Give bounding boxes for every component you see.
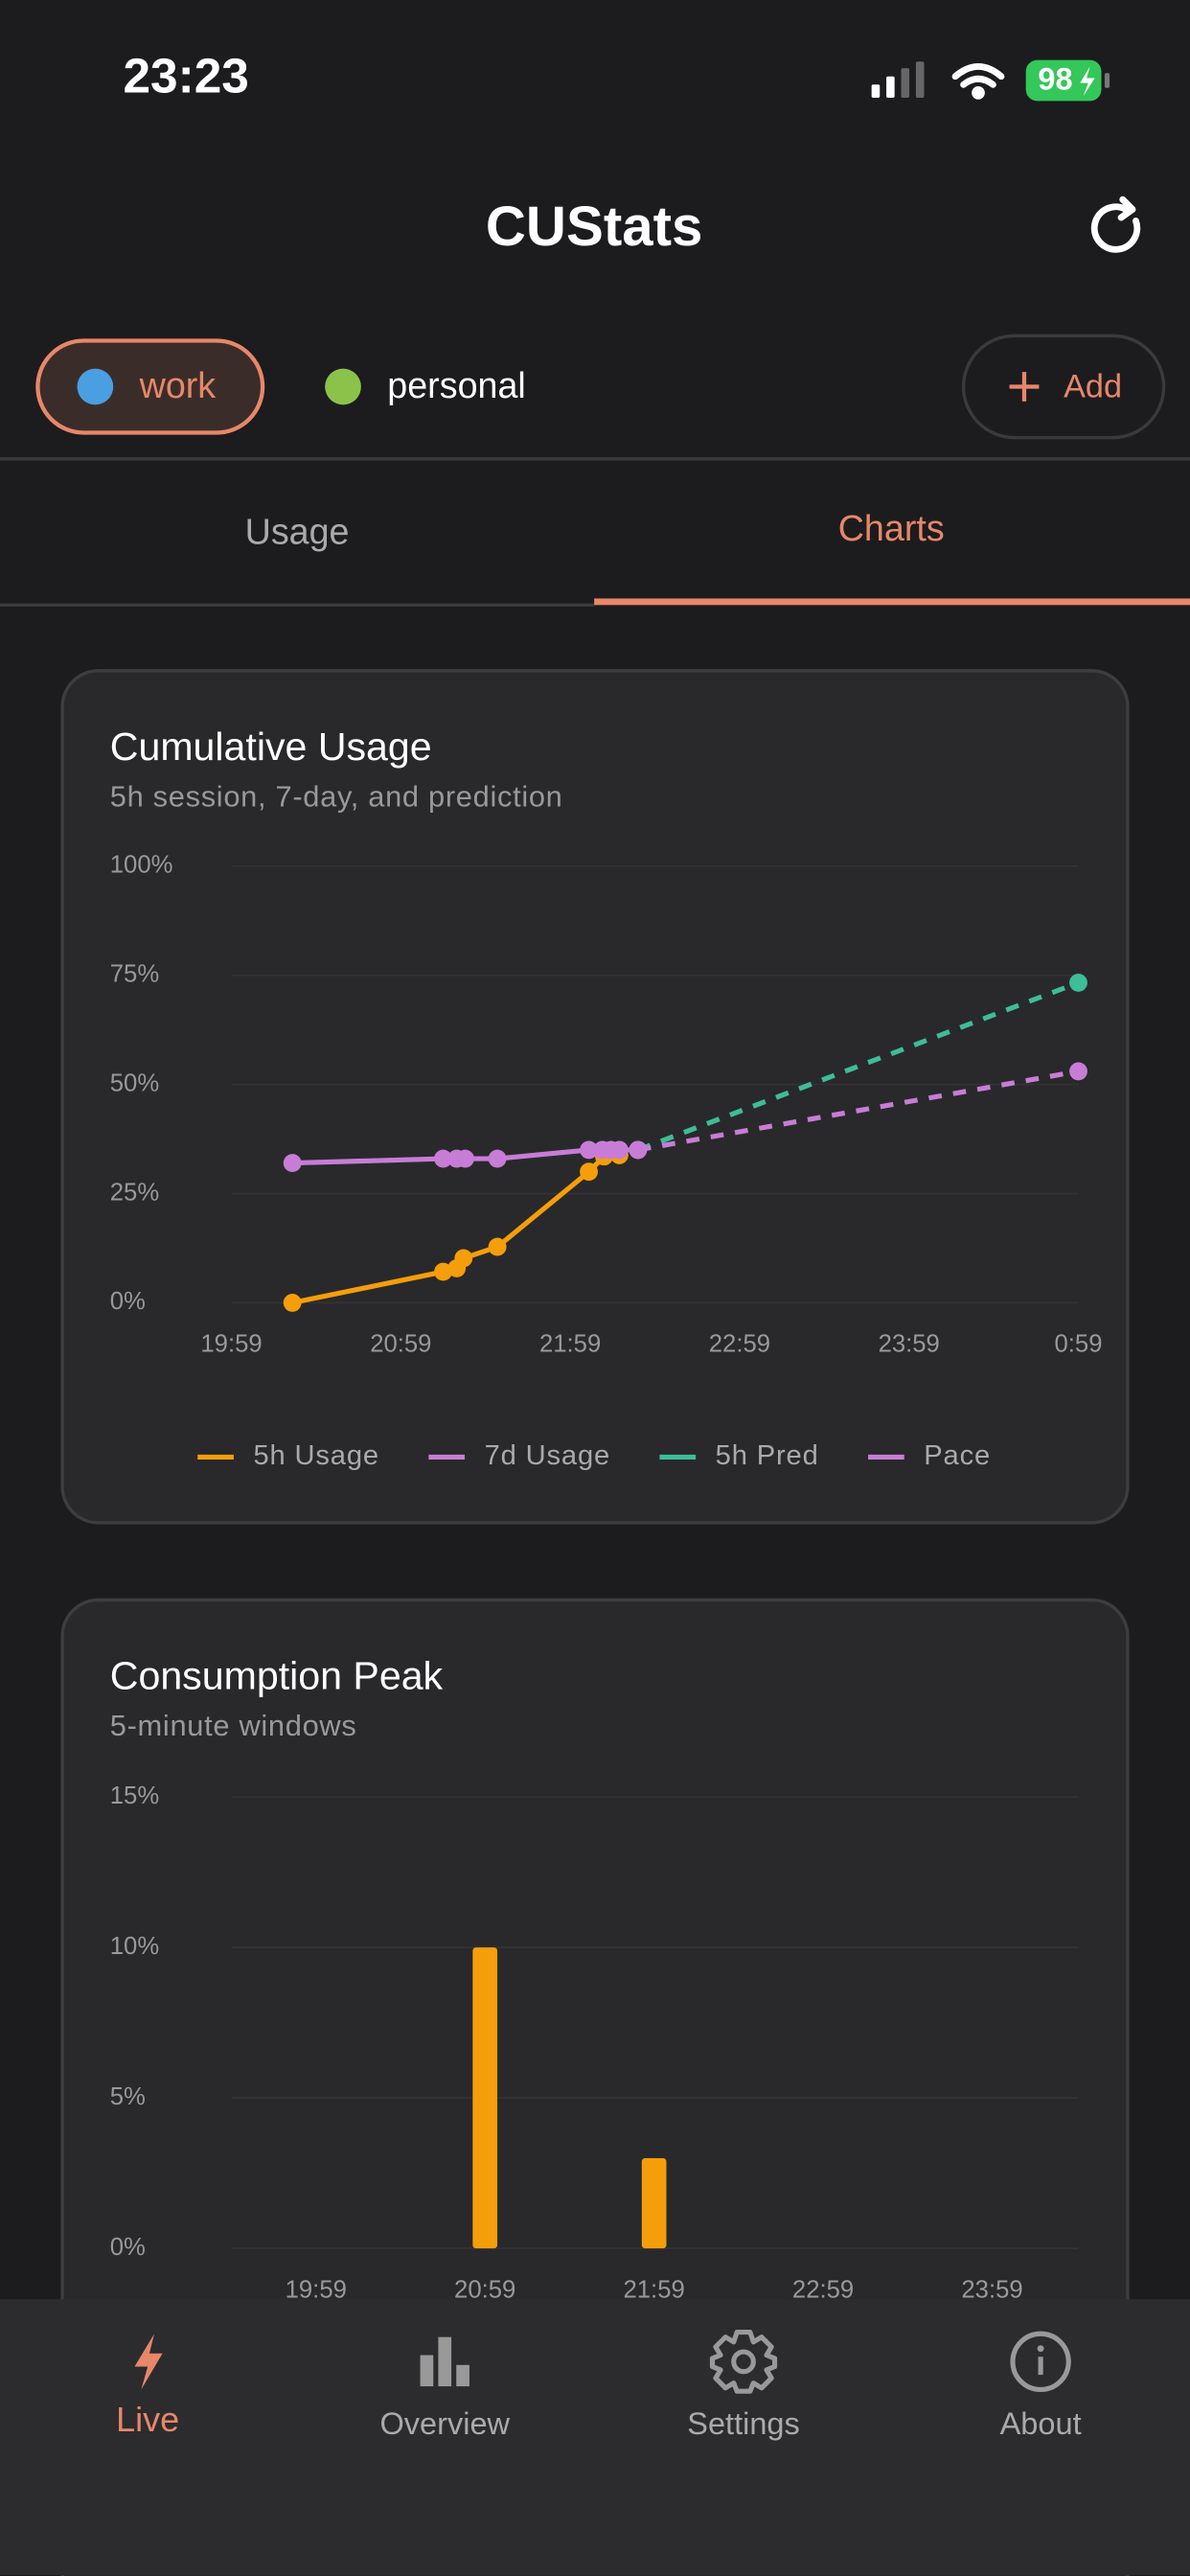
- chart-card: [60, 669, 1130, 1525]
- nav-item-active[interactable]: Live: [116, 2400, 179, 2439]
- y-tick-label: 0%: [110, 1288, 146, 1315]
- data-point: [434, 1262, 452, 1281]
- bar: [472, 1947, 498, 2249]
- y-tick-label: 10%: [110, 1933, 159, 1960]
- add-button[interactable]: [961, 334, 1166, 440]
- add-icon: [1009, 372, 1040, 402]
- charging-bolt: [1080, 66, 1095, 97]
- settings-icon: [709, 2329, 778, 2394]
- y-tick-label: 0%: [110, 2234, 146, 2261]
- account-color: [325, 368, 361, 405]
- chart-title: Cumulative Usage: [110, 724, 432, 769]
- account-chip-selected[interactable]: [35, 338, 265, 435]
- data-point: [609, 1140, 629, 1160]
- tab-active[interactable]: Charts: [838, 508, 945, 548]
- nav-item[interactable]: Overview: [379, 2406, 510, 2441]
- data-point: [454, 1249, 473, 1268]
- data-point: [283, 1154, 302, 1173]
- data-point: [1069, 973, 1087, 992]
- x-tick-label: 0:59: [1055, 1331, 1103, 1358]
- x-tick-label: 21:59: [623, 2276, 684, 2303]
- y-tick-label: 15%: [110, 1782, 159, 1809]
- add-label[interactable]: Add: [1064, 368, 1122, 404]
- y-tick-label: 25%: [110, 1179, 159, 1206]
- x-tick-label: 19:59: [200, 1331, 262, 1358]
- account-label[interactable]: personal: [387, 365, 526, 405]
- bar: [641, 2157, 667, 2249]
- data-point: [1069, 1062, 1087, 1081]
- nav-item[interactable]: About: [1000, 2406, 1082, 2441]
- chart-subtitle: 5h session, 7-day, and prediction: [110, 780, 563, 814]
- battery-cap: [1104, 73, 1110, 88]
- y-tick-label: 75%: [110, 960, 159, 987]
- battery-icon: [1025, 59, 1102, 102]
- x-tick-label: 21:59: [539, 1331, 601, 1358]
- data-point: [488, 1237, 507, 1256]
- app-title: CUStats: [486, 196, 703, 258]
- overview-icon: [420, 2336, 469, 2387]
- signal-icon: [871, 61, 925, 98]
- nav-item[interactable]: Settings: [687, 2406, 800, 2441]
- chart-subtitle: 5-minute windows: [110, 1709, 357, 1742]
- battery-level: 98: [1038, 61, 1072, 96]
- y-tick-label: 50%: [110, 1070, 159, 1096]
- y-tick-label: 100%: [110, 852, 173, 879]
- about-icon: [1010, 2331, 1071, 2393]
- legend-label: Pace: [924, 1440, 991, 1471]
- x-tick-label: 22:59: [792, 2276, 854, 2303]
- legend-label: 5h Usage: [253, 1440, 378, 1471]
- legend-label: 7d Usage: [485, 1440, 610, 1471]
- series-line: [636, 979, 1080, 1153]
- wifi-icon: [951, 63, 1005, 100]
- data-point: [629, 1140, 648, 1160]
- data-point: [456, 1149, 474, 1168]
- data-point: [580, 1140, 599, 1160]
- refresh-button[interactable]: [1090, 196, 1141, 253]
- x-tick-label: 19:59: [286, 2276, 347, 2303]
- bottom-nav: [0, 2299, 1190, 2576]
- chart-title: Consumption Peak: [110, 1654, 444, 1698]
- tab-indicator: [594, 598, 1190, 606]
- x-tick-label: 20:59: [370, 1331, 431, 1358]
- live-icon: [134, 2334, 163, 2390]
- charts: Cumulative Usage 5h session, 7-day, and p…: [110, 724, 1103, 2304]
- x-tick-label: 23:59: [879, 1331, 940, 1358]
- status-time: 23:23: [123, 48, 248, 104]
- series-line: [637, 1069, 1079, 1153]
- account-label[interactable]: work: [139, 365, 217, 405]
- account-color: [77, 368, 114, 405]
- data-point: [434, 1149, 452, 1168]
- legend-label: 5h Pred: [716, 1440, 819, 1471]
- x-tick-label: 22:59: [709, 1331, 770, 1358]
- data-point: [580, 1162, 599, 1182]
- data-point: [488, 1149, 507, 1168]
- data-point: [283, 1293, 302, 1312]
- x-tick-label: 20:59: [454, 2276, 515, 2303]
- x-tick-label: 23:59: [961, 2276, 1022, 2303]
- y-tick-label: 5%: [110, 2083, 146, 2110]
- tab[interactable]: Usage: [245, 512, 350, 552]
